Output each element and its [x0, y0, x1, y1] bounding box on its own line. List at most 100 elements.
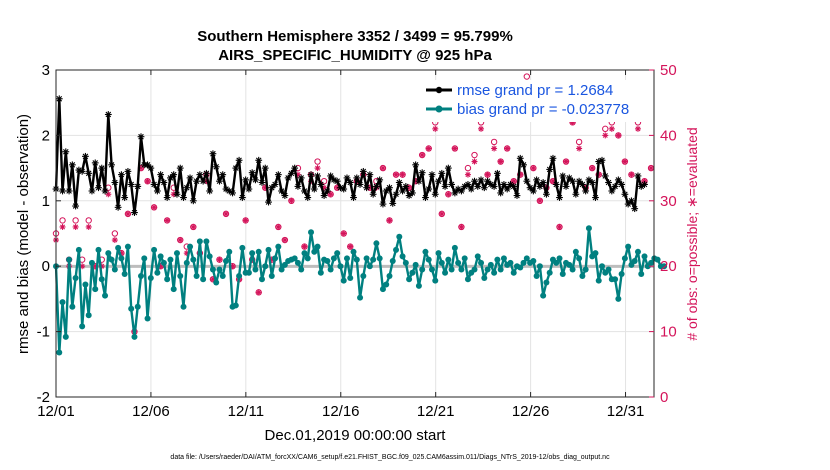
- rmse-point: [441, 183, 449, 190]
- rmse-point: [480, 184, 488, 192]
- bias-point: [278, 266, 285, 273]
- obs-evaluated-point: [393, 171, 400, 178]
- rmse-point: [533, 176, 541, 184]
- bias-point: [481, 274, 488, 281]
- rmse-point: [346, 179, 354, 186]
- bias-point: [66, 256, 73, 263]
- bias-point: [491, 269, 498, 276]
- obs-possible-point: [320, 177, 328, 185]
- obs-evaluated-point: [386, 217, 393, 224]
- y-tick-label: 3: [42, 62, 50, 79]
- bias-point: [402, 259, 409, 266]
- bias-point: [638, 271, 645, 278]
- rmse-point: [458, 187, 465, 195]
- bias-point: [386, 273, 393, 280]
- y-axis-label: rmse and bias (model - observation): [15, 114, 32, 354]
- bias-point: [530, 257, 537, 264]
- bias-point: [572, 248, 579, 255]
- rmse-point: [340, 185, 348, 193]
- bias-point: [654, 256, 661, 263]
- x-tick-label: 12/26: [512, 403, 550, 420]
- rmse-point: [500, 181, 508, 188]
- bias-point: [164, 276, 171, 283]
- obs-evaluated-point: [72, 223, 79, 230]
- bias-point: [536, 263, 543, 270]
- obs-possible-point: [85, 217, 92, 224]
- rmse-point: [356, 181, 364, 188]
- rmse-point: [422, 194, 429, 201]
- obs-possible-point: [464, 164, 472, 172]
- x-axis-label: Dec.01,2019 00:00:00 start: [265, 427, 447, 444]
- rmse-point: [628, 197, 635, 205]
- bias-point: [383, 281, 390, 288]
- bias-point: [317, 269, 324, 276]
- bias-point: [582, 266, 589, 273]
- rmse-point: [418, 169, 426, 177]
- bias-point: [461, 255, 468, 262]
- bias-point: [121, 271, 128, 278]
- obs-evaluated-point: [432, 125, 439, 132]
- bias-point: [389, 257, 396, 264]
- rmse-point: [438, 169, 446, 177]
- bias-point: [599, 263, 606, 270]
- rmse-point: [160, 179, 168, 186]
- bias-point: [138, 273, 145, 280]
- rmse-point: [65, 187, 73, 195]
- obs-evaluated-point: [471, 158, 478, 165]
- rmse-point: [320, 192, 328, 199]
- rmse-point: [235, 156, 243, 164]
- y2-axis-label: # of obs: o=possible; ∗=evaluated: [684, 127, 700, 340]
- bias-point: [79, 323, 86, 330]
- rmse-point: [219, 171, 227, 179]
- obs-evaluated-point: [425, 145, 432, 152]
- bias-point: [631, 257, 638, 264]
- y-tick-label: -1: [37, 324, 50, 341]
- rmse-point: [376, 176, 384, 184]
- obs-evaluated-point: [399, 171, 406, 178]
- bias-point: [435, 250, 442, 257]
- rmse-point: [605, 179, 612, 186]
- bias-point: [487, 261, 494, 268]
- rmse-point: [562, 183, 570, 190]
- bias-point: [415, 282, 422, 289]
- rmse-point: [373, 183, 380, 190]
- obs-evaluated-point: [275, 223, 282, 230]
- bias-point: [357, 294, 364, 301]
- y-tick-label: 1: [42, 193, 50, 210]
- bias-point: [546, 269, 553, 276]
- rmse-point: [641, 181, 648, 188]
- rmse-point: [592, 194, 599, 201]
- rmse-point: [448, 181, 456, 188]
- bias-point: [314, 243, 321, 250]
- rmse-point: [72, 202, 80, 210]
- bias-point: [360, 273, 367, 280]
- obs-evaluated-point: [536, 197, 543, 204]
- rmse-point: [425, 185, 433, 193]
- rmse-point: [202, 169, 210, 177]
- obs-evaluated-point: [419, 152, 426, 159]
- rmse-point: [631, 205, 639, 213]
- bias-point: [154, 269, 161, 276]
- rmse-point: [82, 152, 89, 160]
- bias-point: [327, 266, 334, 273]
- rmse-point: [572, 190, 580, 198]
- obs-evaluated-point: [301, 243, 308, 250]
- rmse-point: [278, 187, 285, 195]
- obs-evaluated-point: [478, 125, 485, 132]
- bias-point: [59, 299, 66, 306]
- obs-evaluated-point: [464, 171, 471, 178]
- bias-point: [190, 256, 197, 263]
- rmse-point: [428, 171, 436, 179]
- bias-point: [592, 250, 599, 257]
- obs-evaluated-point: [608, 125, 615, 132]
- rmse-point: [183, 184, 191, 192]
- rmse-point: [559, 172, 567, 180]
- bias-point: [311, 248, 318, 255]
- obs-evaluated-point: [497, 158, 504, 165]
- bias-point: [131, 333, 138, 340]
- bias-point: [252, 266, 259, 273]
- bias-point: [579, 273, 586, 280]
- bias-point: [128, 305, 135, 312]
- bias-point: [432, 277, 439, 284]
- bias-point: [366, 263, 373, 270]
